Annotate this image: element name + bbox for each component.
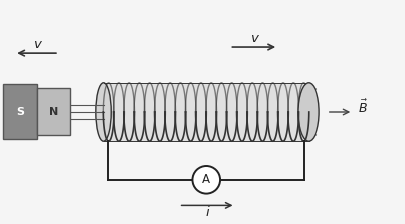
- FancyBboxPatch shape: [36, 88, 70, 135]
- Text: v: v: [249, 32, 257, 45]
- Circle shape: [192, 166, 220, 194]
- Text: S: S: [16, 107, 24, 117]
- Text: v: v: [32, 38, 40, 51]
- Text: $\vec{B}$: $\vec{B}$: [357, 99, 367, 116]
- Text: N: N: [49, 107, 58, 117]
- Text: A: A: [202, 173, 210, 186]
- FancyBboxPatch shape: [3, 84, 36, 139]
- Ellipse shape: [96, 83, 111, 141]
- Ellipse shape: [297, 83, 318, 141]
- Polygon shape: [103, 83, 308, 141]
- Text: i: i: [205, 206, 208, 219]
